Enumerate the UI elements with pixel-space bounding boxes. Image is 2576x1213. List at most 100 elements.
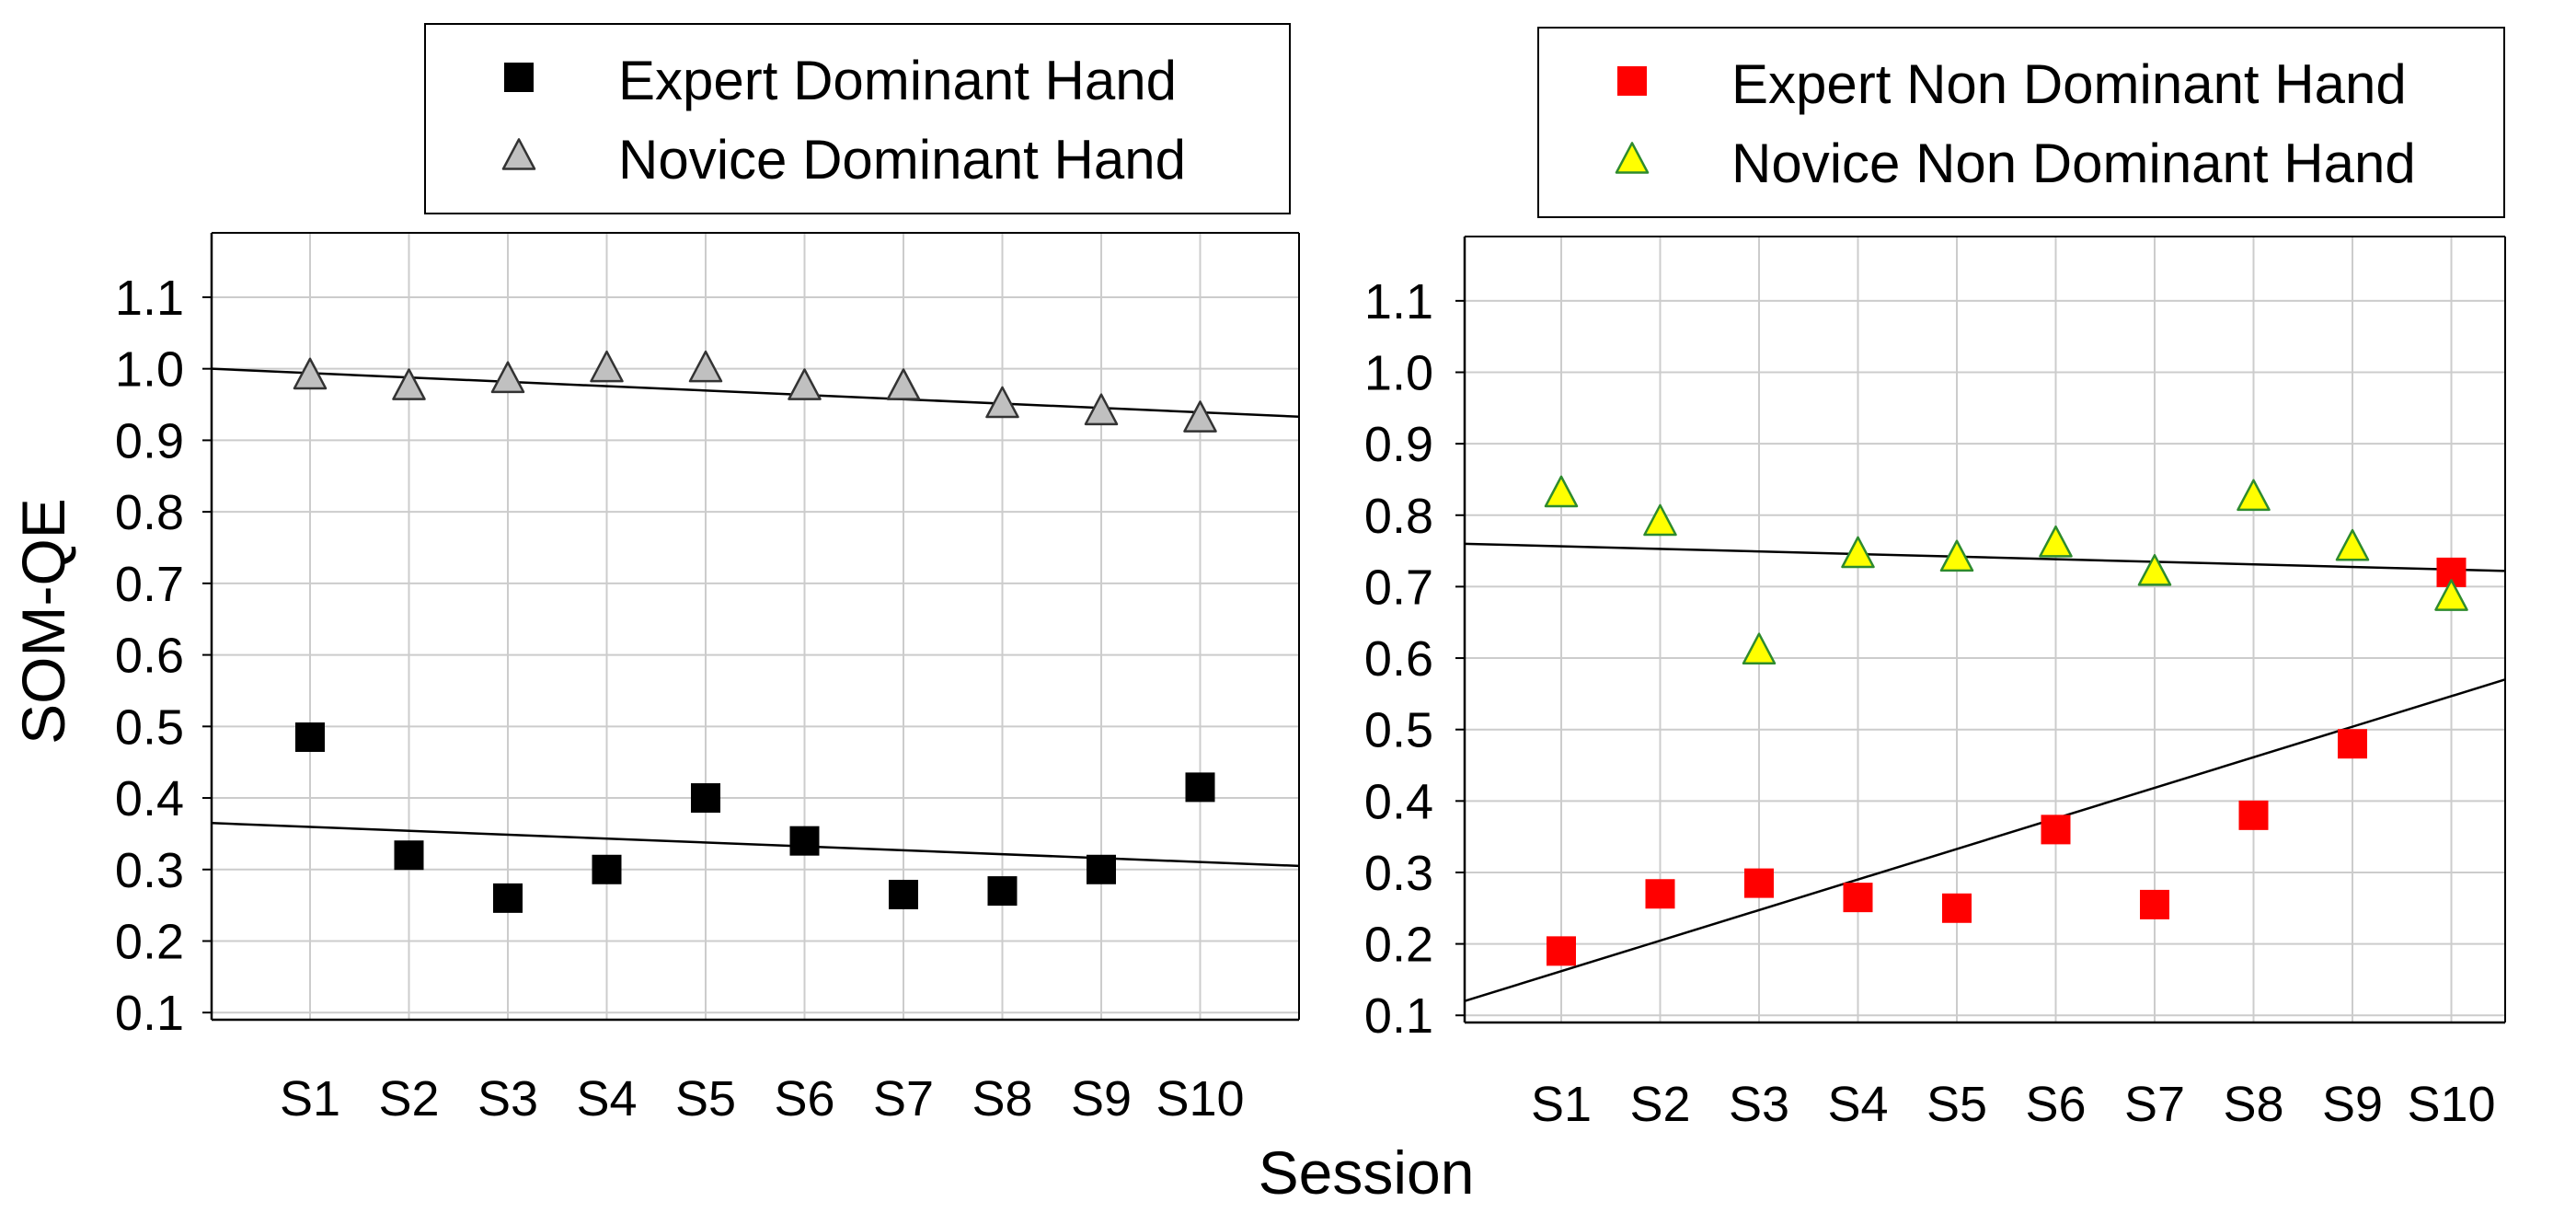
legend-box: [424, 23, 1291, 214]
data-point-s8: [2238, 800, 2269, 830]
data-point-s6: [789, 826, 820, 856]
data-point-s4: [592, 854, 622, 884]
y-tick-label: 1.1: [1364, 274, 1433, 329]
y-tick-label: 0.9: [1364, 417, 1433, 472]
legend-1: Expert Dominant Hand Novice Dominant Hand: [424, 23, 1291, 214]
series-expert-dominant-hand: [295, 722, 1215, 913]
data-point-s2: [1645, 879, 1675, 909]
y-tick-label: 0.6: [115, 629, 184, 684]
x-tick-label: S7: [873, 1071, 934, 1126]
trendline-novice-dominant-hand: [211, 367, 1300, 419]
trendline-novice-non-dominant-hand: [1464, 542, 2506, 572]
legend-entry-label: Novice Dominant Hand: [618, 129, 1186, 191]
data-point-s10: [1185, 772, 1215, 803]
data-point-s7: [886, 368, 921, 400]
data-point-s1: [293, 357, 328, 390]
data-point-s10: [2434, 579, 2468, 611]
data-point-s5: [688, 350, 723, 383]
data-point-s8: [2237, 479, 2271, 512]
chart-panel-2: Expert Non Dominant Hand Novice Non Domin…: [1364, 27, 2506, 1132]
data-point-s3: [1744, 868, 1774, 898]
x-tick-label: S9: [2322, 1077, 2383, 1132]
x-tick-label: S3: [1729, 1077, 1789, 1132]
x-tick-label: S1: [1531, 1077, 1592, 1132]
data-point-s5: [1942, 893, 1972, 923]
x-tick-label: S10: [2407, 1077, 2495, 1132]
data-point-s9: [2338, 729, 2367, 759]
x-tick-label: S7: [2124, 1077, 2185, 1132]
data-point-s6: [788, 368, 822, 400]
y-tick-label: 0.3: [1364, 846, 1433, 901]
x-tick-label: S2: [1629, 1077, 1690, 1132]
data-point-s8: [985, 386, 1019, 419]
y-tick-label: 1.0: [115, 342, 184, 398]
data-point-s7: [2140, 889, 2169, 919]
data-point-s1: [1544, 475, 1579, 508]
x-tick-label: S6: [774, 1071, 834, 1126]
x-tick-label: S10: [1156, 1071, 1244, 1126]
y-tick-label: 0.3: [115, 843, 184, 898]
legend-entry-label: Expert Dominant Hand: [618, 50, 1177, 111]
data-point-s10: [1183, 400, 1217, 433]
y-tick-label: 0.7: [1364, 560, 1433, 615]
data-point-s2: [394, 840, 424, 871]
x-tick-label: S4: [576, 1071, 637, 1126]
y-tick-label: 0.8: [1364, 489, 1433, 544]
x-tick-label: S2: [378, 1071, 439, 1126]
y-tick-label: 1.0: [1364, 346, 1433, 401]
x-tick-label: S5: [675, 1071, 736, 1126]
series-novice-non-dominant-hand: [1544, 475, 2468, 665]
y-tick-label: 0.2: [1364, 918, 1433, 973]
x-tick-label: S4: [1827, 1077, 1888, 1132]
data-point-s2: [1643, 503, 1677, 537]
legend-box: [1537, 27, 2505, 218]
data-point-s5: [1939, 539, 1974, 572]
data-point-s9: [1087, 854, 1116, 884]
data-point-s1: [295, 722, 325, 752]
y-tick-label: 0.1: [1364, 988, 1433, 1044]
legend-marker: [501, 138, 536, 170]
y-tick-label: 0.4: [115, 771, 184, 826]
plot-area: [1465, 237, 2505, 1022]
data-point-s6: [2039, 525, 2073, 558]
x-tick-label: S5: [1926, 1077, 1987, 1132]
y-tick-label: 1.1: [115, 271, 184, 326]
legend-marker: [1615, 142, 1650, 174]
y-tick-label: 0.7: [115, 557, 184, 612]
x-axis-title: Session: [1259, 1138, 1475, 1207]
data-point-s3: [490, 361, 525, 394]
x-tick-label: S9: [1071, 1071, 1132, 1126]
y-tick-label: 0.5: [1364, 703, 1433, 758]
y-tick-label: 0.5: [115, 699, 184, 755]
data-point-s6: [2041, 814, 2071, 845]
trendline-expert-dominant-hand: [211, 822, 1300, 868]
y-axis-title: SOM-QE: [9, 498, 77, 745]
data-point-s9: [1084, 393, 1119, 426]
y-tick-label: 0.6: [1364, 631, 1433, 687]
legend-entry-label: Expert Non Dominant Hand: [1731, 53, 2407, 115]
y-tick-label: 0.8: [115, 485, 184, 540]
data-point-s4: [1843, 883, 1873, 913]
series-expert-non-dominant-hand: [1547, 557, 2467, 966]
legend-entry-label: Novice Non Dominant Hand: [1731, 133, 2416, 194]
data-point-s3: [1742, 632, 1777, 665]
legend-marker: [504, 63, 534, 92]
data-point-s8: [987, 876, 1018, 907]
data-point-s7: [889, 879, 918, 909]
plot-area: [212, 233, 1299, 1020]
series-novice-dominant-hand: [293, 350, 1217, 433]
data-point-s4: [590, 350, 624, 383]
legend-2: Expert Non Dominant Hand Novice Non Domin…: [1537, 27, 2505, 218]
x-tick-label: S8: [2223, 1077, 2283, 1132]
trendline-expert-non-dominant-hand: [1464, 678, 2506, 1002]
y-tick-label: 0.1: [115, 986, 184, 1041]
data-point-s5: [691, 783, 720, 814]
data-point-s4: [1841, 536, 1875, 569]
data-point-s7: [2137, 554, 2172, 586]
data-point-s3: [493, 883, 523, 913]
legend-marker: [1617, 66, 1647, 96]
x-tick-label: S8: [972, 1071, 1032, 1126]
y-tick-label: 0.2: [115, 915, 184, 970]
chart-panel-1: Expert Dominant Hand Novice Dominant Hand…: [115, 23, 1300, 1126]
